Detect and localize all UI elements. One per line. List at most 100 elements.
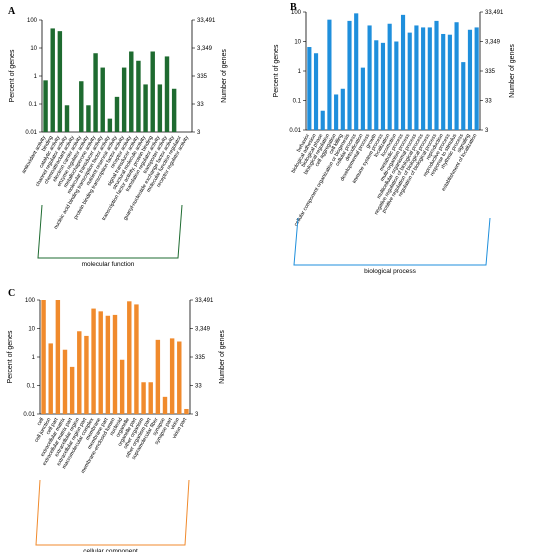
y-tick-label-left: 0.01 [23, 412, 35, 418]
y-tick-label-right: 3,349 [197, 46, 213, 52]
bar [84, 335, 89, 414]
bar [467, 29, 473, 130]
bar [100, 67, 105, 132]
y-axis-label-right: Number of genes [219, 330, 226, 384]
y-tick-label-right: 3,349 [195, 327, 211, 333]
y-tick-label-left: 10 [28, 327, 35, 333]
bar [177, 341, 182, 414]
bar [320, 110, 325, 130]
bar [334, 94, 339, 130]
group-label: molecular function [82, 261, 135, 268]
y-tick-label-right: 335 [195, 355, 206, 361]
bar [79, 81, 84, 132]
bar [127, 301, 132, 414]
panel-letter: C [8, 288, 15, 299]
bar [129, 51, 134, 132]
bar [474, 27, 479, 130]
bar [143, 84, 148, 132]
panel-letter: A [8, 6, 16, 17]
bar [107, 118, 113, 132]
y-tick-label-left: 10 [30, 46, 37, 52]
bar [48, 343, 53, 414]
bar [134, 304, 139, 414]
chart-panel-c: C 100 33,491 10 3,349 1 335 0.1 33 0.01 3 Percent o… [7, 288, 226, 552]
bar [69, 366, 75, 414]
y-axis-label-right: Number of genes [221, 49, 228, 103]
y-tick-label-right: 3 [197, 130, 201, 136]
y-tick-label-right: 33,491 [197, 18, 216, 24]
bar [434, 20, 439, 130]
bar [157, 84, 163, 132]
bar [367, 25, 372, 130]
bar [421, 27, 426, 130]
bar [43, 80, 48, 132]
bar [141, 382, 146, 414]
group-bracket [293, 217, 491, 266]
y-tick-label-left: 10 [294, 40, 301, 46]
bar [164, 56, 170, 132]
y-tick-label-left: 0.1 [29, 102, 38, 108]
bar [360, 67, 365, 130]
y-tick-label-right: 3 [195, 412, 199, 418]
bar [400, 14, 406, 130]
bar [55, 300, 61, 414]
bar [98, 311, 103, 414]
bar [441, 33, 446, 130]
group-label: cellular component [83, 548, 138, 552]
y-tick-label-left: 100 [25, 298, 36, 304]
bar [41, 300, 46, 414]
bar [454, 22, 459, 130]
bar [447, 34, 452, 131]
bar [121, 67, 127, 132]
panel-letter: B [290, 2, 297, 13]
bar [380, 42, 386, 130]
y-tick-label-left: 1 [298, 69, 302, 75]
y-tick-label-right: 3,349 [485, 40, 501, 46]
bar [327, 19, 332, 130]
bar [64, 105, 70, 132]
bar [155, 339, 161, 414]
bar [171, 88, 177, 132]
y-tick-label-left: 1 [32, 355, 36, 361]
group-bracket [37, 204, 183, 259]
category-label: cell [36, 417, 45, 427]
y-tick-label-left: 100 [291, 10, 302, 16]
chart-panel-a: A 100 33,491 10 3,349 1 335 0.1 33 0.01 3 Percent o… [8, 6, 228, 268]
bar [461, 62, 466, 130]
group-label: biological process [364, 268, 416, 275]
y-tick-label-right: 335 [197, 74, 208, 80]
bar [354, 13, 359, 130]
bar [105, 315, 111, 414]
y-axis-label-left: Percent of genes [7, 330, 14, 383]
y-tick-label-left: 0.1 [27, 384, 36, 390]
bar [347, 20, 352, 130]
bar [50, 28, 55, 132]
bar [148, 382, 153, 414]
y-tick-label-right: 33 [485, 99, 492, 105]
bar [86, 105, 91, 132]
y-tick-label-right: 33,491 [195, 298, 214, 304]
bar [169, 338, 175, 414]
bar [387, 23, 392, 131]
y-axis-label-left: Percent of genes [273, 44, 280, 97]
category-label: virion [170, 417, 181, 431]
bar [313, 53, 319, 131]
y-tick-label-left: 0.01 [289, 128, 301, 134]
bar [57, 31, 63, 133]
y-tick-label-left: 0.01 [25, 130, 37, 136]
y-axis-label-left: Percent of genes [9, 49, 16, 102]
bar [394, 41, 399, 130]
y-tick-label-left: 0.1 [293, 99, 302, 105]
bar [162, 396, 168, 414]
y-axis-label-right: Number of genes [509, 44, 516, 98]
bar [62, 349, 68, 414]
bar [136, 60, 141, 132]
bar [427, 27, 432, 130]
bar [374, 40, 379, 130]
bar [414, 25, 419, 130]
bar [77, 331, 82, 414]
y-tick-label-right: 3 [485, 128, 489, 134]
bar [91, 308, 96, 414]
y-tick-label-right: 33,491 [485, 10, 504, 16]
